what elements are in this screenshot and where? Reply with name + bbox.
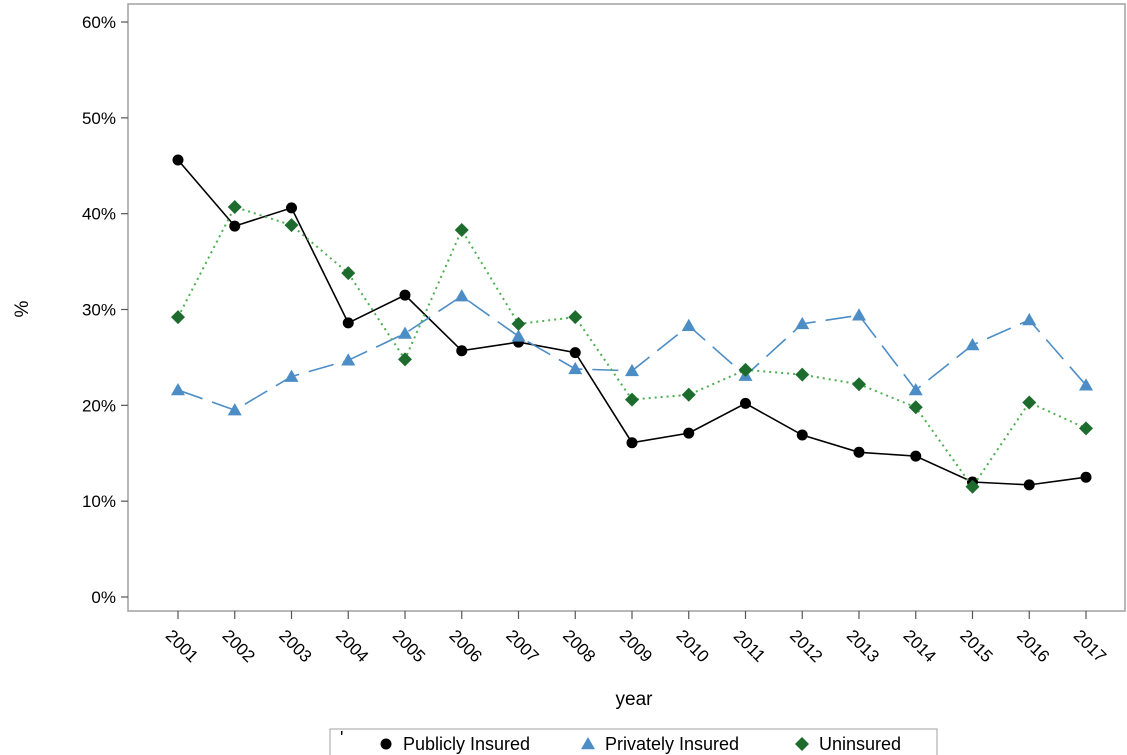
legend: ' Publicly Insured Privately Insured Unins… [329, 728, 938, 755]
y-tick-label: 40% [82, 205, 116, 224]
data-point [341, 266, 356, 281]
data-point [398, 326, 412, 339]
x-tick-label: 2002 [219, 626, 259, 666]
data-point [229, 220, 241, 232]
data-point [284, 369, 299, 382]
data-point [626, 437, 638, 449]
legend-marker-char: ' [340, 728, 343, 748]
data-point [796, 429, 808, 441]
data-point [227, 199, 242, 214]
x-tick-label: 2003 [275, 626, 315, 666]
data-point [1022, 313, 1037, 326]
x-tick-label: 2009 [616, 626, 656, 666]
x-tick-label: 2013 [843, 626, 883, 666]
x-tick-label: 2017 [1070, 626, 1110, 666]
data-point [908, 400, 923, 415]
legend-marker [380, 738, 392, 750]
x-tick-label: 2010 [673, 626, 713, 666]
data-point [171, 383, 185, 396]
data-point [286, 202, 297, 214]
plot-frame [127, 3, 1126, 612]
legend-marker [581, 737, 595, 750]
data-point [683, 427, 695, 439]
x-tick-label: 2014 [900, 626, 940, 666]
data-point [569, 347, 581, 359]
data-point [511, 316, 526, 331]
series-publicly-insured [172, 154, 1092, 491]
data-point [910, 450, 922, 462]
data-point [1023, 479, 1035, 491]
data-point [740, 397, 751, 409]
data-point [738, 362, 753, 377]
data-point [681, 318, 696, 332]
x-tick-label: 2001 [162, 626, 202, 666]
data-point [795, 316, 810, 330]
legend-label: Privately Insured [605, 734, 739, 754]
x-axis-label: year [616, 689, 654, 710]
data-point [398, 352, 412, 367]
x-tick-label: 2012 [786, 626, 826, 666]
data-point [853, 446, 865, 458]
data-point [965, 479, 980, 494]
x-tick-label: 2011 [730, 626, 769, 665]
y-axis-label: % [12, 300, 33, 317]
data-point [1079, 378, 1093, 391]
x-tick-label: 2007 [502, 626, 542, 666]
data-point [795, 367, 810, 382]
x-tick-label: 2004 [332, 626, 372, 666]
y-axis: 0% 10% 20% 30% 40% 50% 60% [82, 13, 128, 607]
series-line [177, 159, 1087, 486]
data-point [852, 377, 866, 392]
data-point [1079, 421, 1093, 436]
data-point [852, 308, 866, 321]
y-tick-label: 10% [82, 492, 116, 511]
data-point [1022, 395, 1037, 410]
data-point [908, 383, 923, 396]
series-privately-insured [171, 289, 1093, 416]
data-point [454, 289, 469, 302]
legend-marker [795, 737, 809, 751]
data-point [454, 222, 469, 237]
x-axis: 2001 2002 2003 2004 2005 2006 2007 2008 2009 2010… [162, 611, 1110, 666]
y-tick-label: 60% [82, 13, 116, 32]
data-point [681, 387, 696, 402]
x-tick-label: 2006 [446, 626, 486, 666]
data-point [456, 345, 468, 357]
x-tick-label: 2005 [389, 626, 429, 666]
y-tick-label: 20% [82, 396, 116, 415]
data-point [399, 289, 411, 301]
data-point [284, 218, 299, 233]
data-point [342, 317, 354, 329]
data-point [511, 329, 526, 342]
x-tick-label: 2016 [1013, 626, 1053, 666]
x-tick-label: 2015 [956, 626, 996, 666]
data-point [568, 361, 583, 375]
data-point [965, 337, 980, 351]
data-point [625, 363, 639, 377]
series-layer [171, 154, 1093, 494]
data-point [171, 310, 185, 325]
series-uninsured [171, 199, 1093, 494]
data-point [341, 353, 356, 366]
x-tick-label: 2008 [559, 626, 599, 666]
legend-frame [329, 728, 938, 755]
legend-label: Publicly Insured [403, 734, 530, 754]
data-point [227, 403, 242, 416]
data-point [1080, 471, 1092, 483]
legend-label: Uninsured [819, 734, 901, 754]
y-tick-label: 0% [91, 588, 116, 607]
data-point [625, 392, 639, 407]
data-point [172, 154, 184, 166]
data-point [568, 310, 583, 325]
y-tick-label: 50% [82, 109, 116, 128]
y-tick-label: 30% [82, 301, 116, 320]
